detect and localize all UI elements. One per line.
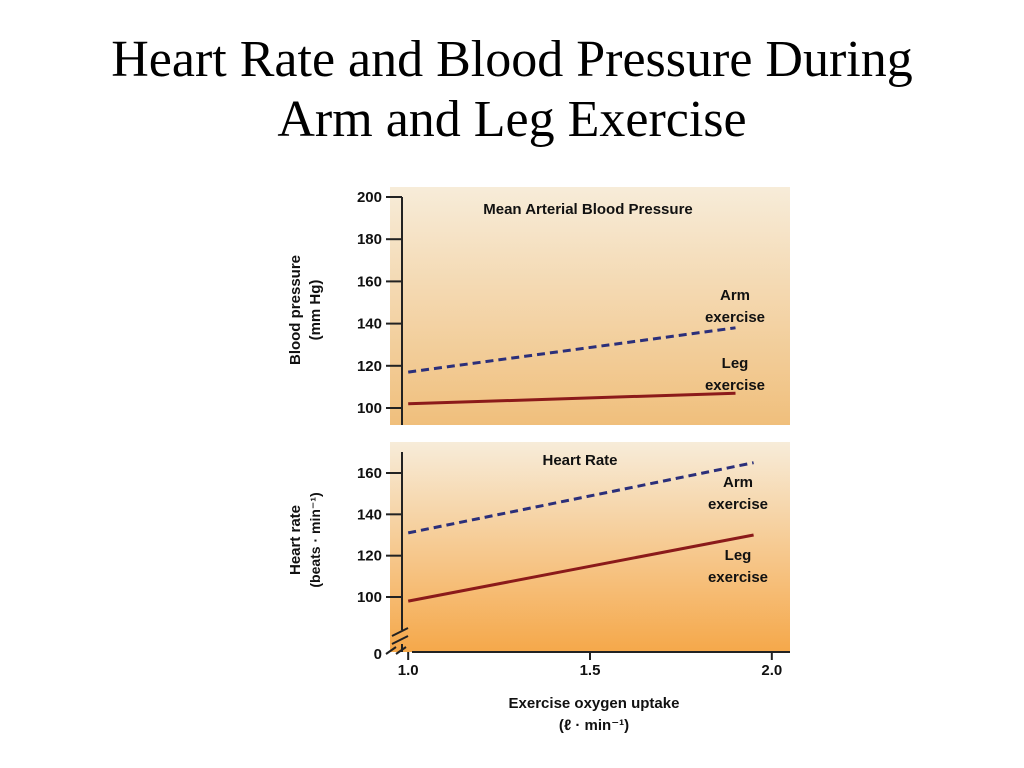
- hr-ylabel-line-2: (beats · min⁻¹): [307, 492, 323, 587]
- bp-panel-title: Mean Arterial Blood Pressure: [483, 201, 693, 218]
- series-layer: [407, 326, 754, 603]
- x-tick-label-1.5: 1.5: [580, 662, 601, 679]
- hr-arm-line: [407, 461, 754, 535]
- zero-break-mark: [385, 646, 407, 655]
- x-tick-label-2.0: 2.0: [761, 662, 782, 679]
- hr-panel-title: Heart Rate: [542, 452, 617, 469]
- slide-title-line-2: Arm and Leg Exercise: [277, 91, 747, 148]
- bp-arm-label-line-1: Arm: [720, 287, 750, 304]
- bp-y-tick-label-180: 180: [357, 231, 382, 248]
- xlabel-line-1: Exercise oxygen uptake: [509, 695, 680, 712]
- bp-leg-line: [408, 391, 736, 406]
- axes-group: 100 120 140 160 180 200 100 120 140 160 0 1.0 1.5 2.0: [357, 189, 790, 679]
- bp-leg-label-line-1: Leg: [722, 355, 749, 372]
- bp-y-tick-label-200: 200: [357, 189, 382, 206]
- bp-ylabel-line-2: (mm Hg): [307, 280, 324, 341]
- bp-arm-label-line-2: exercise: [705, 309, 765, 326]
- hr-panel-background: [390, 442, 790, 652]
- axis-break-mark: [391, 627, 409, 645]
- x-tick-label-1.0: 1.0: [398, 662, 419, 679]
- hr-y-tick-label-140: 140: [357, 506, 382, 523]
- xlabel-line-2: (ℓ · min⁻¹): [559, 717, 629, 734]
- bp-panel-background: [390, 187, 790, 425]
- hr-leg-label-line-2: exercise: [708, 569, 768, 586]
- hr-leg-label-line-1: Leg: [725, 547, 752, 564]
- hr-y-tick-label-zero: 0: [374, 646, 382, 663]
- hr-arm-label-line-1: Arm: [723, 474, 753, 491]
- hr-leg-line: [407, 533, 754, 603]
- bp-y-tick-label-160: 160: [357, 273, 382, 290]
- hr-y-tick-label-100: 100: [357, 589, 382, 606]
- hr-ylabel-line-1: Heart rate: [287, 505, 304, 575]
- hr-y-tick-label-120: 120: [357, 548, 382, 565]
- slide-title: Heart Rate and Blood Pressure During Arm…: [0, 30, 1024, 150]
- hr-y-tick-label-160: 160: [357, 465, 382, 482]
- bp-arm-line: [407, 326, 736, 374]
- bp-y-tick-label-140: 140: [357, 316, 382, 333]
- bp-y-tick-label-120: 120: [357, 358, 382, 375]
- hr-arm-label-line-2: exercise: [708, 496, 768, 513]
- slide-title-line-1: Heart Rate and Blood Pressure During: [111, 31, 913, 88]
- bp-leg-label-line-2: exercise: [705, 377, 765, 394]
- bp-y-tick-label-100: 100: [357, 400, 382, 417]
- bp-ylabel-line-1: Blood pressure: [287, 255, 304, 365]
